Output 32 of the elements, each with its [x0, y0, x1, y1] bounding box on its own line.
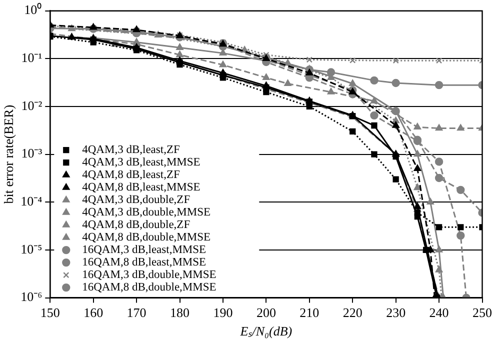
x-tick-label: 200 — [256, 305, 276, 320]
y-tick-label: 10⁻³ — [21, 146, 42, 161]
legend-label: 16QAM,3 dB,double,MMSE — [82, 269, 216, 282]
legend-label: 4QAM,3 dB,double,MMSE — [82, 206, 211, 219]
x-tick-label: 240 — [429, 305, 449, 320]
x-tick-label: 210 — [300, 305, 320, 320]
x-tick-label: 230 — [386, 305, 406, 320]
x-tick-label: 190 — [213, 305, 233, 320]
y-tick-label: 10⁻² — [21, 98, 42, 113]
legend-label: 4QAM,8 dB,double,MMSE — [82, 232, 211, 244]
legend-label: 4QAM,8 dB,least,ZF — [82, 169, 180, 182]
x-tick-label: 250 — [472, 305, 492, 320]
y-tick-label: 10⁻⁴ — [20, 194, 43, 209]
legend-label: 16QAM,3 dB,least,MMSE — [82, 244, 206, 256]
legend-label: 4QAM,8 dB,least,MMSE — [82, 182, 200, 194]
y-tick-label: 10⁻⁵ — [20, 241, 42, 256]
legend-label: 16QAM,8 dB,double,MMSE — [82, 282, 216, 294]
legend-label: 16QAM,8 dB,least,MMSE — [82, 256, 206, 269]
legend-label: 4QAM,3 dB,least,ZF — [82, 144, 180, 156]
x-tick-label: 170 — [126, 305, 146, 320]
y-axis-title: bit error rate(BER) — [1, 104, 16, 204]
legend-label: 4QAM,3 dB,least,MMSE — [82, 156, 200, 169]
legend-label: 4QAM,3 dB,double,ZF — [82, 194, 190, 206]
x-axis-title: Eₛ/N₀(dB) — [239, 324, 292, 339]
y-tick-label: 10⁻⁶ — [20, 289, 42, 304]
x-tick-label: 160 — [84, 305, 104, 320]
y-tick-label: 10⁰ — [24, 2, 42, 18]
y-tick-label: 10⁻¹ — [21, 50, 42, 66]
x-tick-label: 180 — [170, 305, 190, 320]
x-tick-label: 150 — [40, 305, 60, 320]
legend-label: 4QAM,8 dB,double,ZF — [82, 219, 190, 232]
x-tick-label: 220 — [342, 305, 362, 320]
